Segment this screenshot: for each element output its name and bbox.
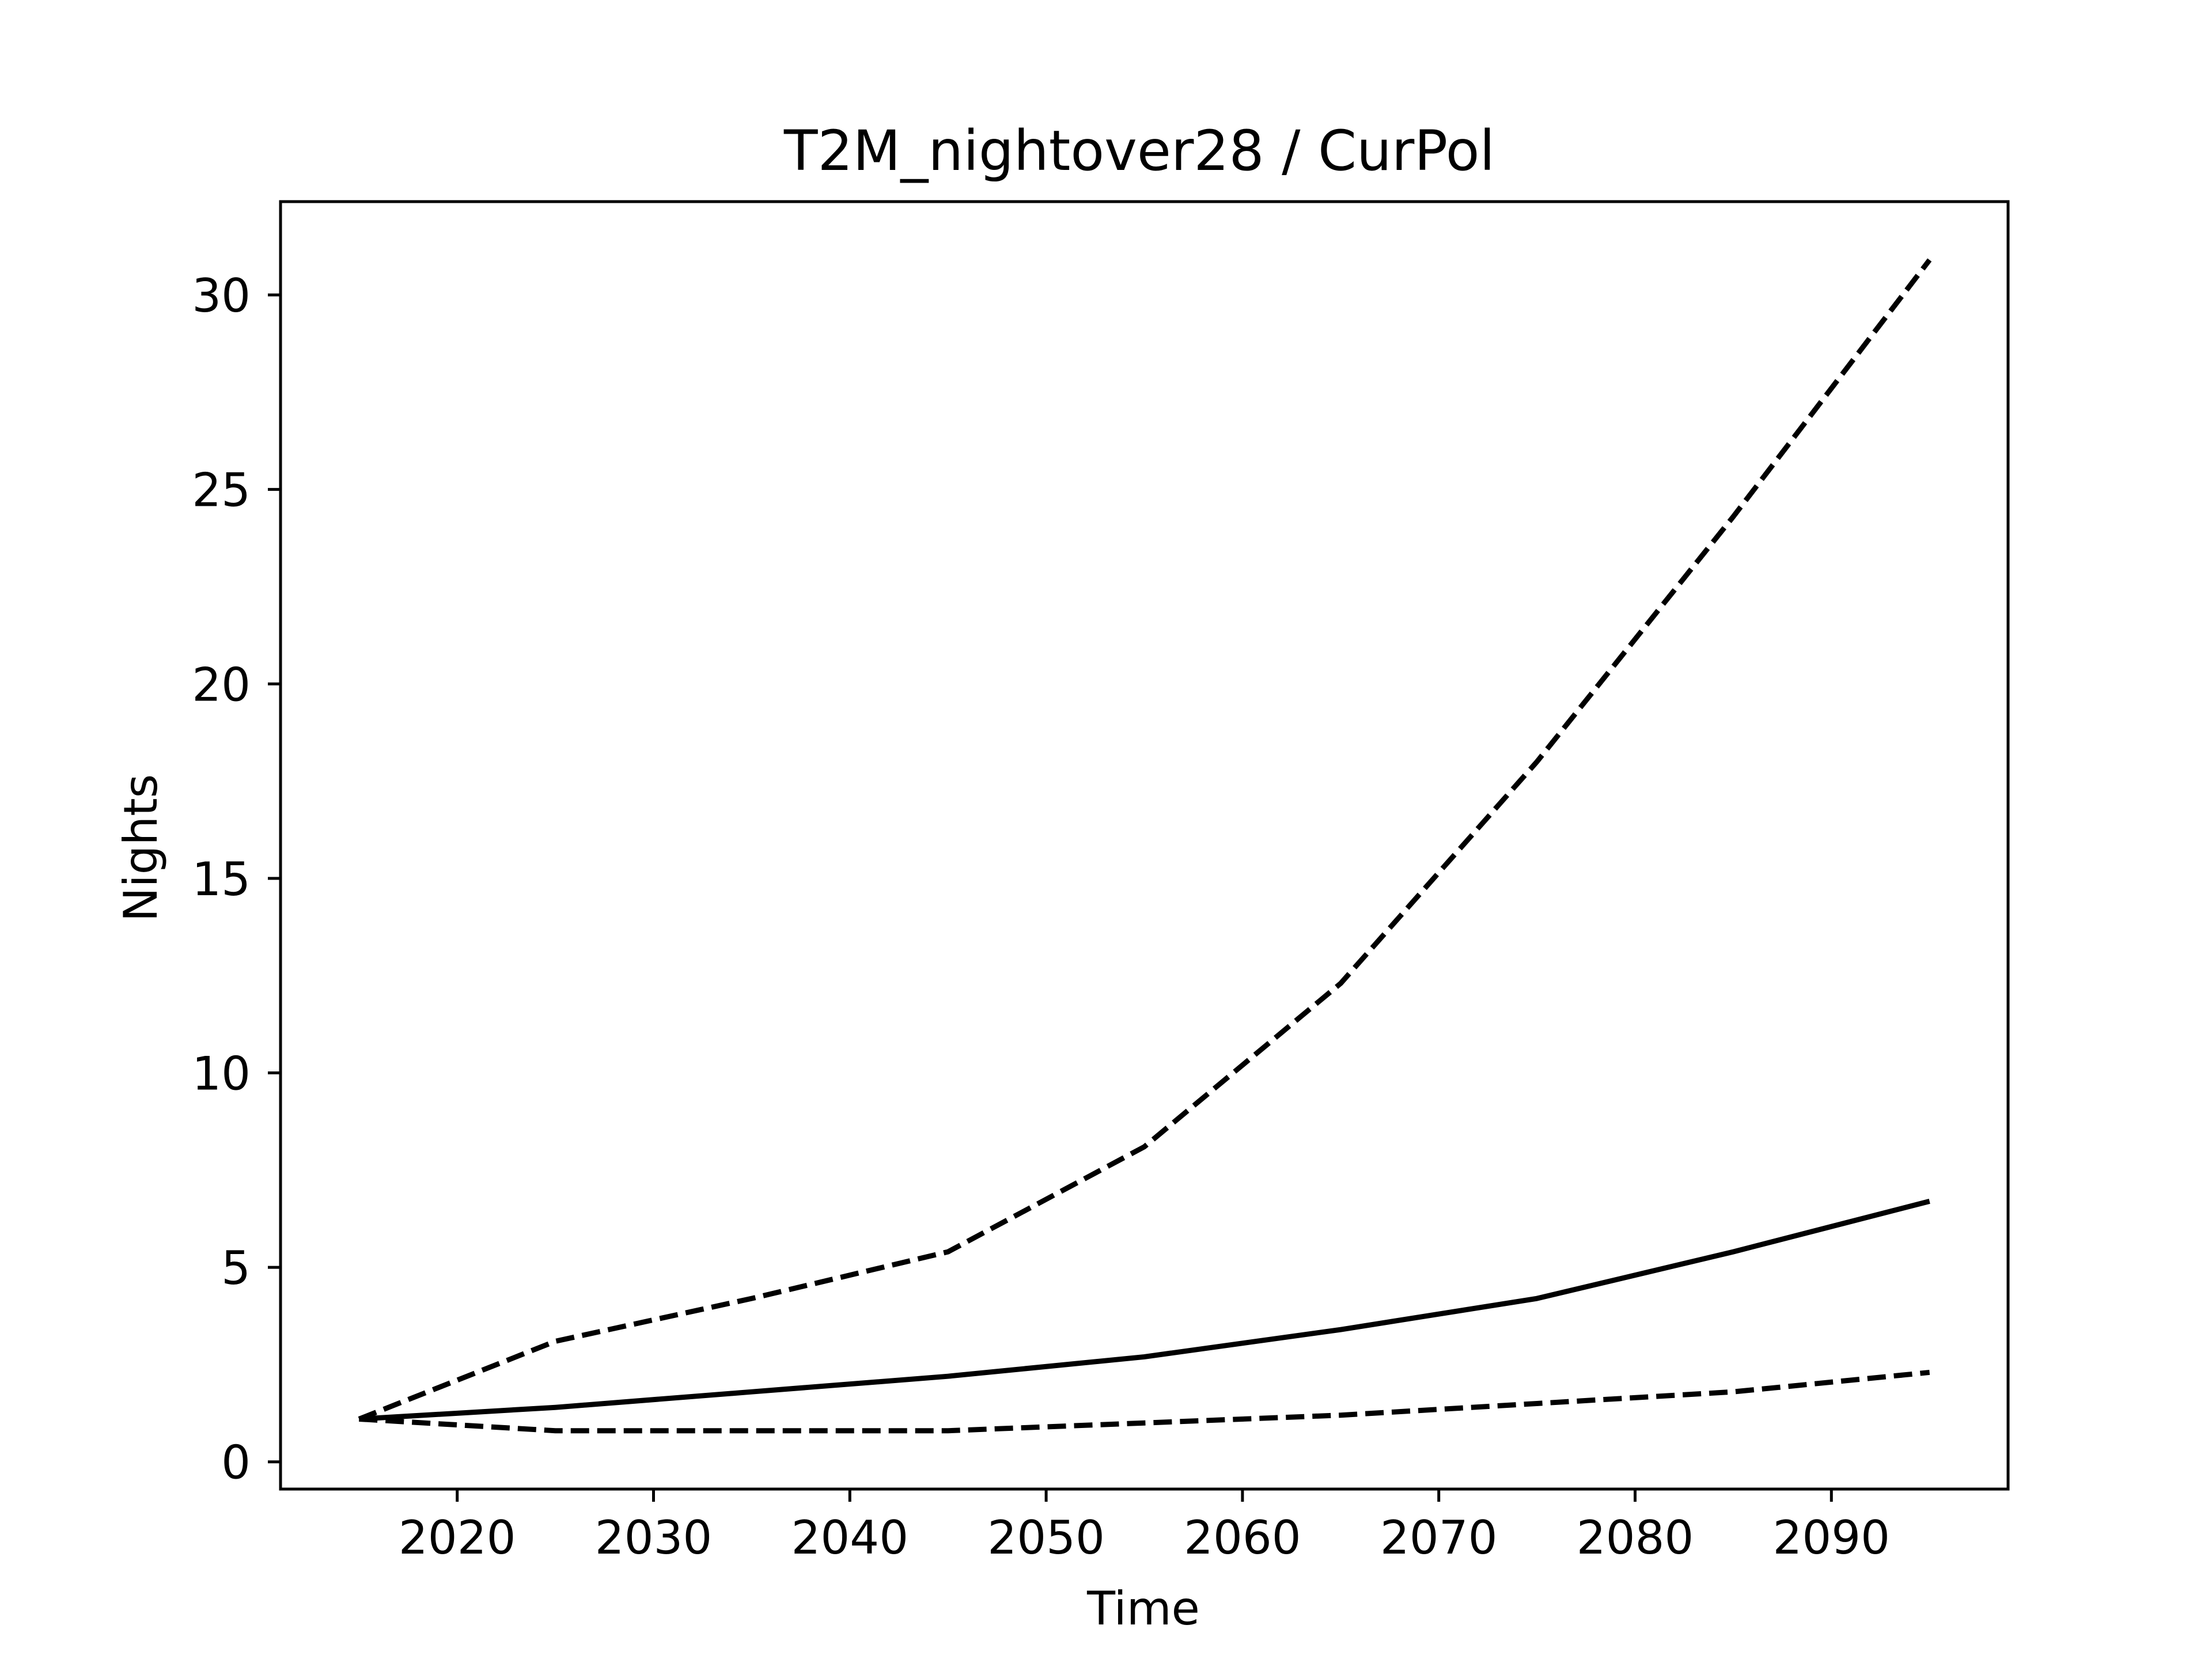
x-tick-label: 2050 [987, 1511, 1105, 1565]
x-tick-label: 2020 [399, 1511, 516, 1565]
y-tick-label: 20 [192, 658, 251, 711]
y-tick-label: 10 [192, 1047, 251, 1101]
x-tick-label: 2090 [1772, 1511, 1890, 1565]
x-tick-label: 2060 [1184, 1511, 1301, 1565]
series-line-3 [359, 1369, 1930, 1434]
series-line-1 [358, 258, 1932, 1422]
x-tick-label: 2080 [1577, 1511, 1694, 1565]
y-axis-label: Nights [114, 774, 168, 922]
x-tick-label: 2070 [1380, 1511, 1498, 1565]
y-tick-label: 25 [192, 464, 251, 517]
y-tick-label: 15 [192, 853, 251, 906]
y-tick-label: 5 [221, 1241, 251, 1295]
x-axis-ticks: 2020 2030 2040 2050 2060 2070 2080 2090 [399, 1489, 1890, 1565]
series-line-2 [359, 1198, 1930, 1422]
chart-title: T2M_nightover28 / CurPol [783, 119, 1495, 183]
x-tick-label: 2040 [791, 1511, 909, 1565]
x-axis-label: Time [1086, 1582, 1200, 1635]
y-tick-label: 0 [221, 1436, 251, 1490]
series-group [358, 258, 1932, 1434]
x-tick-label: 2030 [595, 1511, 713, 1565]
axes-frame [279, 200, 2010, 1491]
y-axis-ticks: 0 5 10 15 20 25 30 [192, 269, 281, 1490]
y-tick-label: 30 [192, 269, 251, 323]
